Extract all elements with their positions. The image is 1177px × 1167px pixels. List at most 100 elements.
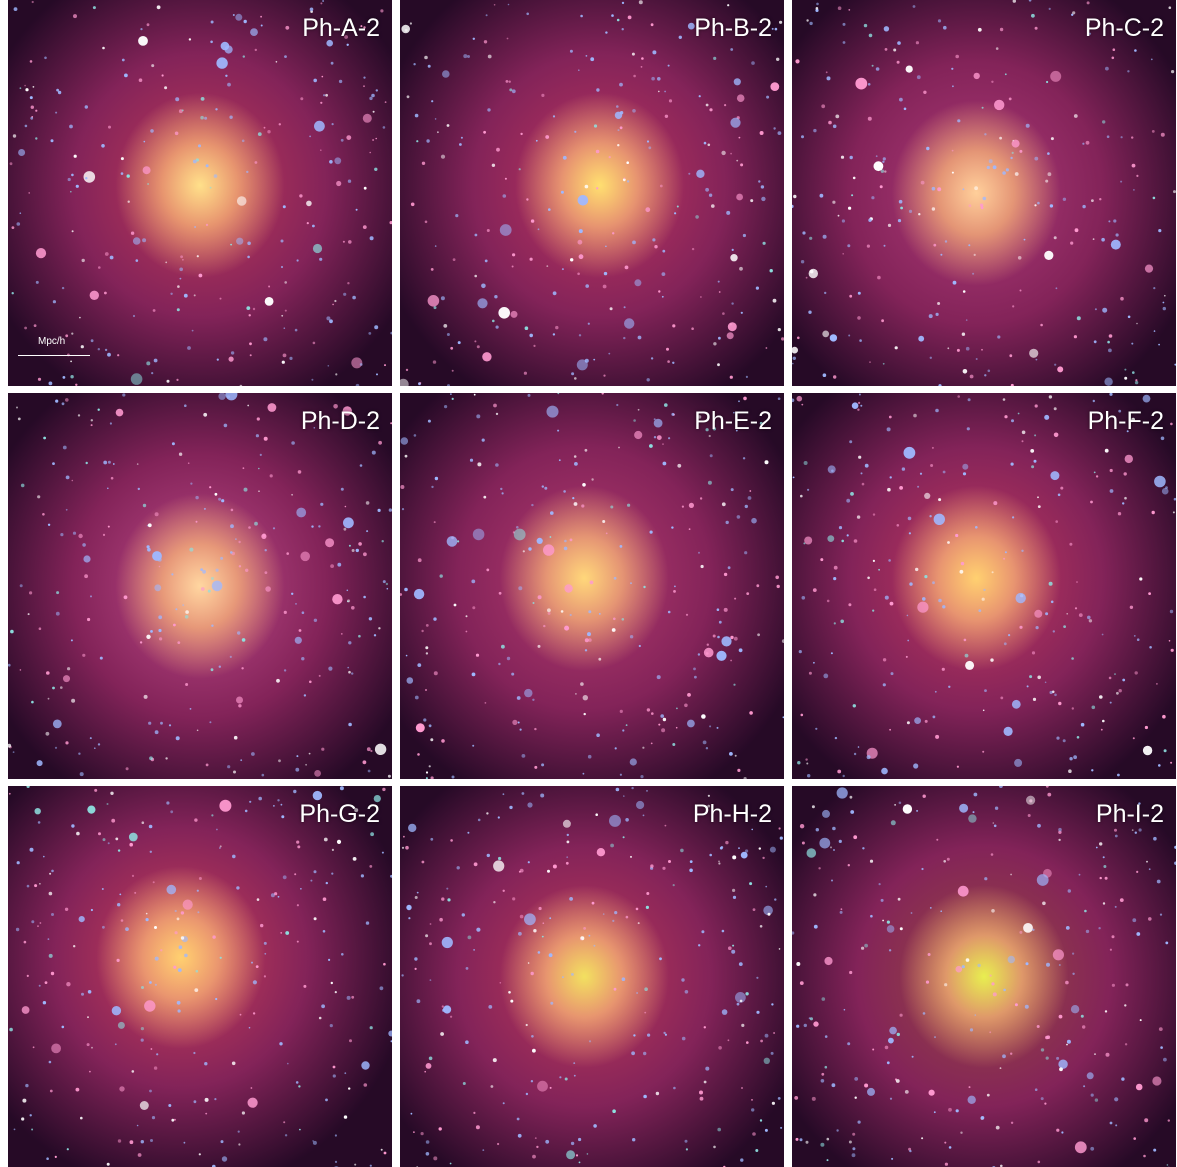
halo xyxy=(1050,600,1054,604)
halo xyxy=(712,427,717,431)
halo xyxy=(803,542,806,545)
halo xyxy=(506,656,511,661)
halo xyxy=(1144,1118,1149,1123)
halo xyxy=(218,393,226,400)
halo xyxy=(848,603,852,607)
halo xyxy=(1094,1098,1099,1102)
halo xyxy=(434,245,437,247)
halo xyxy=(824,291,827,295)
halo xyxy=(450,346,454,350)
halo xyxy=(358,634,361,638)
halo xyxy=(705,187,709,192)
halo xyxy=(1026,685,1029,688)
halo xyxy=(1053,236,1057,240)
halo xyxy=(450,839,453,842)
halo xyxy=(941,667,945,671)
halo xyxy=(1076,581,1078,583)
halo xyxy=(887,487,891,492)
halo xyxy=(182,258,184,261)
halo xyxy=(1152,196,1156,200)
halo xyxy=(968,1086,971,1089)
halo xyxy=(451,397,454,400)
halo xyxy=(258,467,260,470)
halo xyxy=(60,533,64,537)
halo xyxy=(585,55,588,57)
halo xyxy=(427,295,440,307)
halo xyxy=(878,883,881,886)
halo xyxy=(982,196,987,201)
halo xyxy=(721,636,732,647)
halo xyxy=(47,697,50,700)
halo xyxy=(578,229,583,234)
halo xyxy=(695,215,699,219)
halo xyxy=(400,437,409,445)
halo xyxy=(488,1005,493,1009)
halo xyxy=(1158,1027,1163,1031)
halo xyxy=(156,5,161,10)
halo xyxy=(140,1038,144,1042)
halo xyxy=(90,424,93,427)
halo xyxy=(471,672,476,677)
halo xyxy=(869,859,874,863)
halo xyxy=(39,922,42,924)
halo xyxy=(705,103,709,107)
halo xyxy=(1066,1043,1068,1046)
halo xyxy=(973,253,976,256)
halo xyxy=(1012,0,1016,3)
halo xyxy=(547,608,551,613)
halo xyxy=(440,296,445,301)
simulation-panel: Ph-E-2 xyxy=(400,393,784,779)
halo xyxy=(134,891,137,894)
halo xyxy=(236,886,240,890)
halo xyxy=(120,157,124,161)
halo xyxy=(483,495,487,499)
halo xyxy=(389,221,392,225)
halo xyxy=(868,33,873,38)
halo xyxy=(979,203,984,207)
halo xyxy=(314,120,325,132)
halo xyxy=(284,281,288,284)
halo xyxy=(596,733,600,737)
halo xyxy=(848,1140,852,1144)
halo xyxy=(738,648,743,653)
halo xyxy=(1050,137,1054,141)
halo xyxy=(400,593,403,596)
halo xyxy=(502,194,507,198)
halo xyxy=(1118,689,1122,693)
halo xyxy=(171,442,175,446)
halo xyxy=(801,403,804,406)
halo xyxy=(211,814,214,817)
halo xyxy=(148,721,152,725)
halo xyxy=(363,186,367,190)
halo xyxy=(943,25,947,30)
halo xyxy=(921,867,924,871)
halo xyxy=(1074,607,1078,610)
halo xyxy=(897,41,901,45)
halo xyxy=(524,913,536,926)
halo xyxy=(416,999,421,1004)
halo xyxy=(989,1031,992,1034)
halo xyxy=(230,524,234,529)
halo xyxy=(530,971,534,976)
halo xyxy=(351,606,355,610)
halo xyxy=(820,1142,825,1147)
halo xyxy=(161,74,164,77)
halo xyxy=(833,849,835,851)
halo xyxy=(343,1115,348,1119)
halo xyxy=(982,709,985,712)
halo xyxy=(183,1141,186,1144)
halo xyxy=(326,316,331,321)
halo xyxy=(227,82,231,87)
halo xyxy=(813,1021,819,1027)
halo xyxy=(494,295,498,299)
halo xyxy=(439,574,443,578)
halo xyxy=(1056,1056,1060,1060)
halo xyxy=(320,502,324,506)
halo xyxy=(238,704,242,708)
halo xyxy=(277,799,280,802)
halo xyxy=(889,601,894,606)
halo xyxy=(749,711,753,715)
halo xyxy=(55,399,59,403)
halo xyxy=(130,231,135,235)
halo xyxy=(453,603,457,607)
